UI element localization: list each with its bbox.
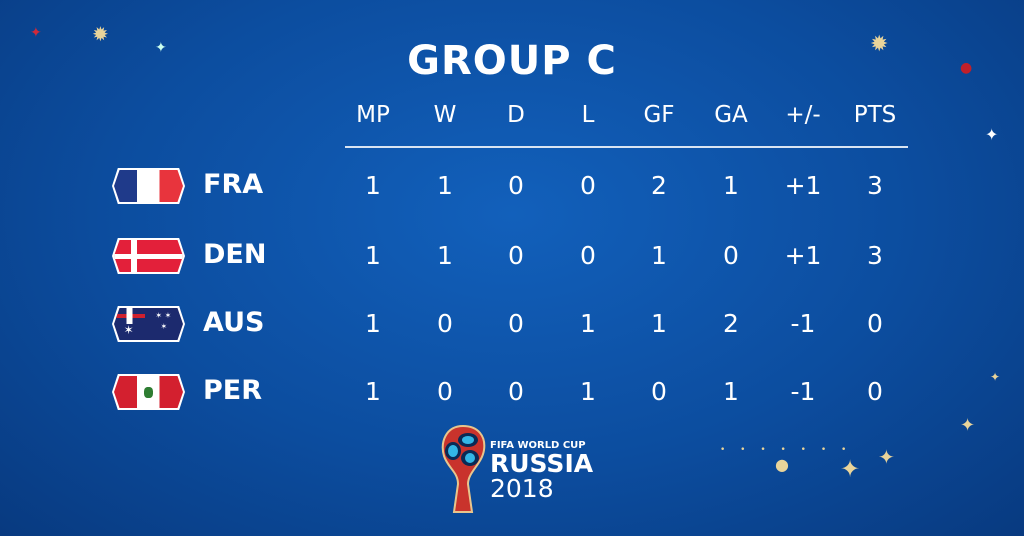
table-row: DEN 1 1 0 0 1 0 +1 3 <box>0 236 1024 276</box>
column-header: MP <box>356 102 390 128</box>
stat-mp: 1 <box>365 171 381 200</box>
denmark-flag-icon <box>112 238 185 274</box>
logo-line3: 2018 <box>490 474 554 503</box>
star-icon: ✦ <box>985 125 999 144</box>
group-title: GROUP C <box>407 38 617 84</box>
stat-w: 0 <box>437 377 453 406</box>
star-icon: ✦ <box>840 455 861 483</box>
column-header: PTS <box>853 102 897 128</box>
stat-d: 0 <box>508 241 524 270</box>
stat-w: 1 <box>437 241 453 270</box>
stat-ga: 0 <box>723 241 739 270</box>
star-icon: ✦ <box>990 370 1001 384</box>
sparkles: • • • • • • • <box>720 445 853 455</box>
column-header: L <box>581 102 595 128</box>
stat-l: 1 <box>580 377 596 406</box>
stat-d: 0 <box>508 377 524 406</box>
star-icon: ✹ <box>92 22 109 46</box>
team-code: AUS <box>203 307 265 338</box>
stat-: -1 <box>790 309 816 338</box>
world-cup-wordmark: FIFA WORLD CUP RUSSIA 2018 <box>490 440 593 501</box>
header-divider <box>345 146 908 148</box>
stat-: +1 <box>784 241 822 270</box>
team-code: DEN <box>203 239 267 270</box>
stat-: -1 <box>790 377 816 406</box>
stat-: +1 <box>784 171 822 200</box>
stat-d: 0 <box>508 171 524 200</box>
stat-pts: 0 <box>867 309 883 338</box>
stat-d: 0 <box>508 309 524 338</box>
stat-gf: 2 <box>651 171 667 200</box>
stat-ga: 1 <box>723 171 739 200</box>
stat-pts: 3 <box>867 241 883 270</box>
table-row: PER 1 0 0 1 0 1 -1 0 <box>0 372 1024 412</box>
stat-mp: 1 <box>365 377 381 406</box>
column-header: GA <box>714 102 748 128</box>
stat-gf: 0 <box>651 377 667 406</box>
stat-w: 0 <box>437 309 453 338</box>
logo-line1: FIFA WORLD CUP <box>490 440 586 451</box>
ball-icon: ● <box>960 60 973 76</box>
australia-flag-icon: ✶ ✶ ✶ ✶ <box>112 306 185 342</box>
star-icon: ✦ <box>878 445 895 469</box>
column-header: D <box>507 102 525 128</box>
star-icon: ✦ <box>30 25 42 41</box>
stat-mp: 1 <box>365 309 381 338</box>
stat-pts: 0 <box>867 377 883 406</box>
stat-gf: 1 <box>651 309 667 338</box>
column-header: GF <box>643 102 675 128</box>
stat-w: 1 <box>437 171 453 200</box>
logo-line2: RUSSIA <box>490 449 594 478</box>
table-row: ✶ ✶ ✶ ✶ AUS 1 0 0 1 1 2 -1 0 <box>0 304 1024 344</box>
table-row: FRA 1 1 0 0 2 1 +1 3 <box>0 166 1024 206</box>
stat-pts: 3 <box>867 171 883 200</box>
stat-l: 1 <box>580 309 596 338</box>
star-icon: ✦ <box>155 40 167 56</box>
column-header: W <box>433 102 457 128</box>
column-header: +/- <box>785 102 821 128</box>
team-code: PER <box>203 375 263 406</box>
stat-l: 0 <box>580 171 596 200</box>
france-flag-icon <box>112 168 185 204</box>
stat-ga: 2 <box>723 309 739 338</box>
team-code: FRA <box>203 169 264 200</box>
stat-l: 0 <box>580 241 596 270</box>
star-icon: ✹ <box>870 32 889 57</box>
stat-gf: 1 <box>651 241 667 270</box>
world-cup-trophy-logo <box>441 424 486 513</box>
stat-ga: 1 <box>723 377 739 406</box>
planet-icon: ● <box>775 455 789 474</box>
stat-mp: 1 <box>365 241 381 270</box>
star-icon: ✦ <box>960 415 976 436</box>
peru-flag-icon <box>112 374 185 410</box>
